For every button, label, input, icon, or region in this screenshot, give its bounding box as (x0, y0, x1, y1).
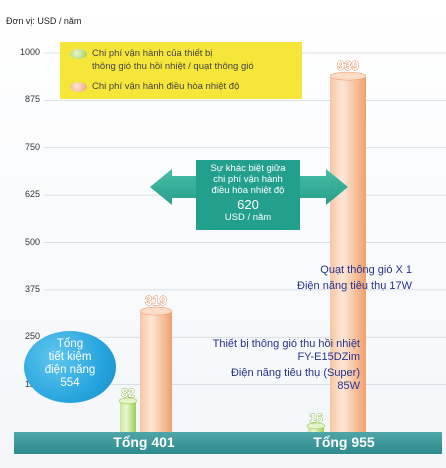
fan-note-line-1: Quạt thông gió X 1 (320, 264, 412, 276)
data-label-aircon: 939 (337, 58, 359, 73)
savings-line-2: tiết kiệm (48, 351, 92, 363)
legend: Chi phí vận hành của thiết bị thông gió … (60, 42, 302, 99)
erv-note-line-4: 85W (337, 380, 360, 392)
difference-line-2: chi phí vận hành (213, 174, 283, 185)
bar-aircon-cap (139, 306, 173, 316)
erv-note-line-3: Điện năng tiêu thụ (Super) (230, 367, 360, 379)
category-label-2: Tổng 955 (313, 434, 375, 450)
bar-ventilation-cost (120, 400, 136, 432)
savings-line-3: điện năng (44, 364, 96, 376)
difference-callout: Sự khác biệt giữa chi phí vận hành điều … (196, 163, 300, 223)
erv-note: Thiết bị thông gió thu hồi nhiệt FY-E15D… (213, 338, 360, 393)
y-tick-label: 250 (24, 331, 40, 342)
y-tick-label: 875 (24, 94, 40, 105)
savings-bubble: Tổng tiết kiệm điện năng 554 (24, 331, 116, 403)
y-tick-label: 1000 (19, 47, 40, 57)
bar-ventilation-cap (118, 397, 138, 405)
legend-label-ventilation-1: Chi phí vận hành của thiết bị (92, 48, 213, 59)
data-label-aircon: 319 (145, 293, 167, 308)
erv-note-line-2: FY-E15DZim (297, 351, 360, 363)
y-tick-label: 500 (24, 236, 40, 247)
fan-note-line-2: Điện năng tiêu thụ 17W (297, 280, 412, 292)
category-label-1: Tổng 401 (113, 434, 175, 450)
bar-aircon-cap (329, 71, 367, 81)
data-label-ventilation: 16 (309, 411, 323, 425)
chart-baseline (14, 432, 442, 454)
bar-aircon-cost (140, 311, 172, 432)
y-tick-label: 750 (24, 141, 40, 152)
fan-note: Quạt thông gió X 1 Điện năng tiêu thụ 17… (297, 264, 412, 293)
legend-swatch-orange (70, 82, 87, 92)
difference-value: 620 (237, 197, 259, 212)
difference-line-3: điều hòa nhiệt độ (211, 185, 285, 196)
data-label-ventilation: 82 (121, 386, 135, 400)
bar-aircon-cost (330, 76, 366, 432)
bar-ventilation-cap (306, 422, 326, 430)
difference-line-1: Sự khác biệt giữa (210, 163, 286, 174)
unit-label: Đơn vị: USD / năm (6, 16, 82, 26)
erv-note-line-1: Thiết bị thông gió thu hồi nhiệt (212, 338, 360, 350)
difference-unit: USD / năm (224, 212, 272, 223)
savings-value: 554 (60, 377, 80, 389)
y-tick-label: 375 (24, 283, 40, 294)
legend-label-aircon: Chi phí vận hành điều hòa nhiệt độ (92, 81, 240, 92)
difference-box (196, 160, 300, 230)
savings-line-1: Tổng (56, 338, 84, 350)
y-tick-label: 625 (24, 189, 40, 200)
legend-swatch-green (70, 49, 87, 59)
legend-label-ventilation-2: thông gió thu hồi nhiệt / quạt thông gió (92, 61, 254, 72)
